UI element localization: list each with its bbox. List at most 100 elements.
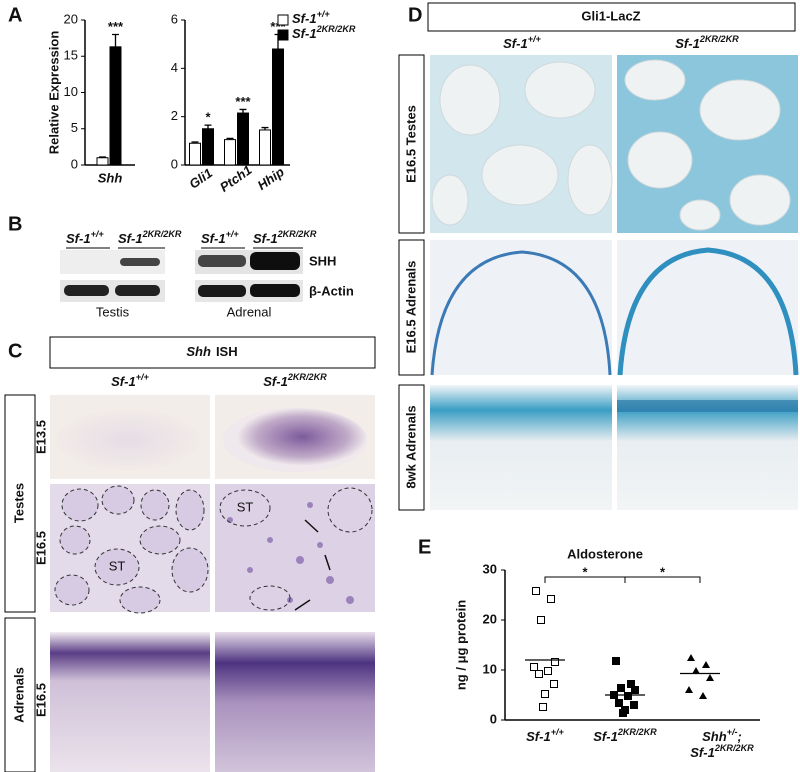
y-tick-label: 6 [171, 11, 178, 26]
bar [259, 129, 271, 166]
y-tick-label: 15 [64, 48, 78, 63]
y-tick-label: 2 [171, 108, 178, 123]
error-bar [261, 126, 269, 130]
text-part: Sf-1 [503, 36, 528, 51]
genotype-label: Sf-1+/+ [201, 229, 239, 246]
data-point [702, 661, 710, 668]
data-point [685, 686, 693, 693]
error-bar [112, 33, 119, 47]
data-point [612, 657, 620, 665]
text-part: Sf-1 [690, 745, 715, 760]
annotation: ST [109, 558, 126, 573]
text-part: ISH [216, 344, 238, 359]
significance: * [205, 110, 211, 125]
significance: *** [108, 19, 124, 34]
panel-letter: B [8, 213, 22, 235]
data-point [537, 616, 545, 624]
text-part: Sf-1 [292, 26, 317, 41]
text-part: Sf-1 [201, 231, 226, 246]
text-part: Sf-1 [292, 11, 317, 26]
legend-label: Sf-1+/+ [292, 9, 330, 26]
data-point [532, 587, 540, 595]
band-label: SHH [309, 253, 336, 268]
superscript: 2KR/2KR [316, 24, 356, 34]
text-part: Shh [702, 729, 727, 744]
x-tick-label: Ptch1 [217, 162, 255, 195]
bar [202, 128, 214, 166]
y-axis-label: ng / μg protein [453, 600, 468, 690]
text-part: Sf-1 [66, 231, 91, 246]
stage-label: E13.5 [33, 420, 48, 454]
genotype-label: Sf-12KR/2KR [675, 34, 739, 51]
superscript: 2KR/2KR [699, 34, 739, 44]
significance: *** [235, 94, 251, 109]
legend-label: Sf-12KR/2KR [292, 24, 356, 41]
genotype-label: Sf-1+/+ [526, 727, 564, 744]
genotype-label: Sf-12KR/2KR [253, 229, 317, 246]
tissue-label: Adrenals [11, 667, 26, 723]
box-title: Shh ISH [186, 344, 237, 359]
genotype-label: Sf-1+/+ [503, 34, 541, 51]
data-point [687, 654, 695, 661]
data-point [535, 670, 543, 678]
data-point [692, 667, 700, 674]
error-bar [99, 156, 106, 158]
text-part: Sf-1 [263, 374, 288, 389]
superscript: 2KR/2KR [287, 372, 327, 382]
data-point [615, 699, 623, 707]
tissue-label: Testis [96, 304, 130, 319]
data-point [551, 658, 559, 666]
genotype-label: Sf-1+/+ [111, 372, 149, 389]
data-point [699, 692, 707, 699]
y-tick-label: 0 [490, 711, 497, 726]
legend-swatch [277, 29, 289, 41]
data-point [550, 680, 558, 688]
stage-label: E16.5 [33, 683, 48, 717]
genotype-label: Sf-12KR/2KR [593, 727, 657, 744]
y-tick-label: 10 [483, 661, 497, 676]
y-tick-label: 30 [483, 561, 497, 576]
error-bar [226, 137, 234, 140]
y-tick-label: 0 [71, 156, 78, 171]
row-label: E16.5 Testes [403, 105, 418, 183]
panel-letter: D [408, 4, 422, 26]
text-part: Shh [186, 344, 211, 359]
y-tick-label: 0 [171, 156, 178, 171]
significance: * [660, 564, 666, 579]
legend-swatch [277, 14, 289, 26]
significance-bracket [624, 576, 701, 583]
tissue-label: Testes [11, 483, 26, 523]
data-point [630, 701, 638, 709]
text-part: Sf-1 [253, 231, 278, 246]
superscript: 2KR/2KR [714, 743, 754, 753]
significance: * [582, 564, 588, 579]
chart-title: Aldosterone [567, 546, 643, 561]
tissue-label: Adrenal [227, 304, 272, 319]
data-point [617, 684, 625, 692]
superscript: +/+ [136, 372, 150, 382]
y-tick-label: 4 [171, 60, 178, 75]
genotype-label: Sf-12KR/2KR [690, 743, 754, 760]
superscript: +/- [727, 727, 738, 737]
ish-micrographs [4, 336, 376, 772]
western-blot [60, 250, 303, 302]
error-bar [191, 141, 199, 144]
row-label: E16.5 Adrenals [403, 261, 418, 354]
data-point [539, 703, 547, 711]
text-part: Sf-1 [118, 231, 143, 246]
data-point [624, 692, 632, 700]
y-tick-label: 20 [64, 11, 78, 26]
y-tick-label: 10 [64, 84, 78, 99]
superscript: 2KR/2KR [142, 229, 182, 239]
data-point [547, 595, 555, 603]
genotype-label: Sf-12KR/2KR [263, 372, 327, 389]
panel-letter: A [8, 4, 22, 26]
superscript: 2KR/2KR [277, 229, 317, 239]
superscript: +/+ [91, 229, 105, 239]
band-label: β-Actin [309, 283, 354, 298]
box-title: Gli1-LacZ [581, 8, 640, 23]
text-part: ; [738, 729, 742, 744]
genotype-label: Sf-12KR/2KR [118, 229, 182, 246]
superscript: +/+ [551, 727, 565, 737]
